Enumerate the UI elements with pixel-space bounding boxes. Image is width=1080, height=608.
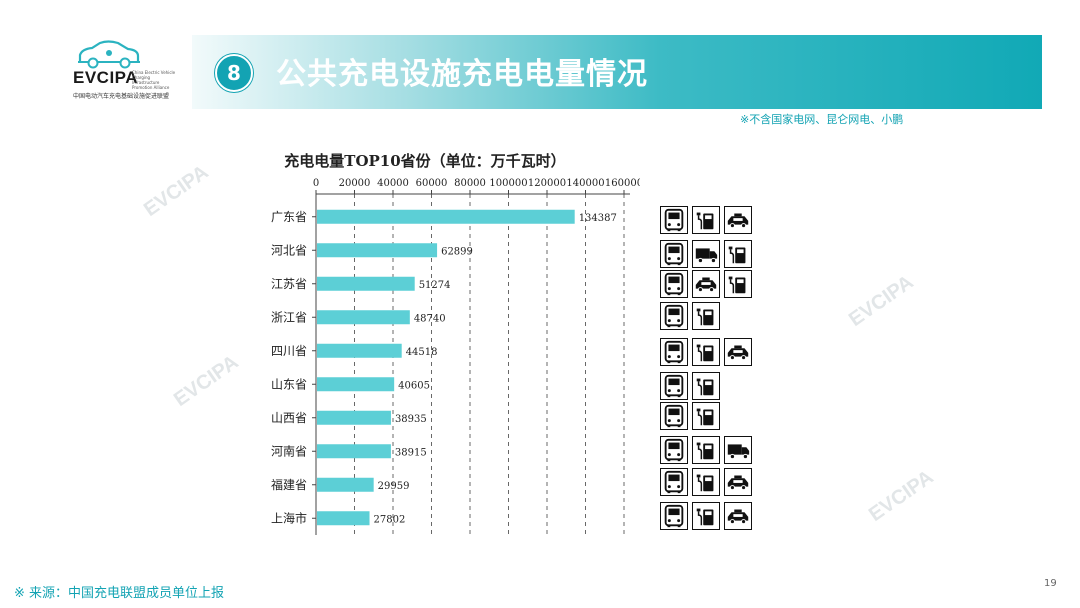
data-label: 62899	[441, 246, 473, 257]
bus-icon	[660, 302, 688, 330]
category-label: 河北省	[271, 243, 307, 257]
bar	[317, 276, 415, 291]
watermark: EVCIPA	[140, 161, 213, 222]
car-plug-icon	[78, 40, 140, 69]
data-label: 51274	[419, 280, 451, 291]
category-label: 山东省	[271, 377, 307, 391]
bar	[317, 377, 395, 392]
bar	[317, 477, 374, 492]
exclusion-note: ※不含国家电网、昆仑网电、小鹏	[740, 113, 904, 126]
data-label: 40605	[398, 380, 430, 391]
data-label: 134387	[579, 213, 617, 224]
data-label: 38935	[395, 414, 427, 425]
watermark: EVCIPA	[170, 351, 243, 412]
watermark: EVCIPA	[845, 271, 918, 332]
category-label: 福建省	[271, 477, 307, 492]
bus-icon	[660, 402, 688, 430]
x-tick-label: 40000	[377, 178, 409, 189]
bus-icon	[660, 206, 688, 234]
logo-brand: EVCIPA	[73, 68, 139, 87]
charger-icon	[692, 372, 720, 400]
charger-icon	[692, 502, 720, 530]
page-number: 19	[1044, 578, 1057, 589]
truck-icon	[724, 436, 752, 464]
data-label: 48740	[414, 313, 446, 324]
x-tick-label: 100000	[489, 178, 527, 189]
taxi-icon	[724, 338, 752, 366]
charger-icon	[692, 338, 720, 366]
bus-icon	[660, 436, 688, 464]
category-label: 四川省	[271, 344, 307, 358]
charger-icon	[692, 206, 720, 234]
watermark: EVCIPA	[865, 466, 938, 527]
bar	[317, 343, 402, 358]
bus-icon	[660, 270, 688, 298]
truck-icon	[692, 240, 720, 268]
bar	[317, 209, 575, 224]
x-tick-label: 20000	[339, 178, 371, 189]
data-label: 38915	[395, 447, 427, 458]
category-label: 山西省	[271, 411, 307, 425]
bus-icon	[660, 468, 688, 496]
bar-chart: 充电电量TOP10省份（单位：万千瓦时） 0 20000 40000 60000 8000…	[271, 152, 640, 535]
category-label: 广东省	[271, 210, 307, 224]
charger-icon	[692, 436, 720, 464]
source-footnote: ※ 来源：中国充电联盟成员单位上报	[14, 586, 225, 601]
header-banner	[192, 35, 1042, 109]
category-label: 江苏省	[271, 277, 307, 291]
taxi-icon	[724, 206, 752, 234]
data-label: 44518	[406, 347, 438, 358]
bus-icon	[660, 240, 688, 268]
taxi-icon	[724, 502, 752, 530]
charger-icon	[692, 402, 720, 430]
x-tick-label: 60000	[416, 178, 448, 189]
bar	[317, 444, 391, 459]
charger-icon	[692, 468, 720, 496]
x-tick-label: 160000	[605, 178, 640, 189]
bus-icon	[660, 338, 688, 366]
x-tick-label: 80000	[454, 178, 486, 189]
bar	[317, 511, 370, 526]
bus-icon	[660, 502, 688, 530]
category-label: 河南省	[271, 443, 307, 458]
category-label: 浙江省	[271, 310, 307, 324]
page-title: 公共充电设施充电电量情况	[276, 57, 648, 92]
taxi-icon	[724, 468, 752, 496]
logo-tagline: China Electric Vehicle Charging Infrastr…	[132, 70, 176, 90]
x-tick-label: 120000	[528, 178, 566, 189]
category-label: 上海市	[271, 510, 307, 525]
charger-icon	[692, 302, 720, 330]
x-tick-label: 0	[313, 178, 319, 189]
bar	[317, 310, 410, 325]
evcipa-logo: EVCIPA China Electric Vehicle Charging I…	[70, 40, 180, 104]
bar	[317, 410, 391, 425]
taxi-icon	[692, 270, 720, 298]
data-label: 29959	[378, 481, 410, 492]
x-tick-label: 140000	[566, 178, 604, 189]
charger-icon	[724, 240, 752, 268]
chart-title: 充电电量TOP10省份（单位：万千瓦时）	[284, 152, 565, 170]
logo-cn-name: 中国电动汽车充电基础设施促进联盟	[73, 93, 170, 100]
data-label: 27802	[374, 514, 406, 525]
bar	[317, 243, 438, 258]
section-number-badge: 8	[215, 54, 253, 92]
charger-icon	[724, 270, 752, 298]
bus-icon	[660, 372, 688, 400]
